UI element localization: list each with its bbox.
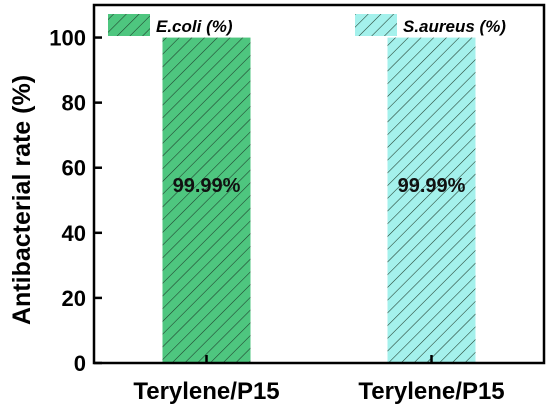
legend-label: E.coli (%)	[156, 17, 233, 36]
legend-item-0: E.coli (%)	[108, 14, 233, 36]
plot-frame	[92, 3, 546, 365]
y-axis-ticks: 0 20 40 60 80 100	[49, 26, 102, 376]
bars	[162, 37, 476, 363]
y-tick-label-100: 100	[49, 26, 86, 51]
bar-hatch	[162, 37, 251, 363]
legend-label: S.aureus (%)	[403, 17, 506, 36]
legend-swatch-hatch	[108, 14, 150, 36]
x-axis-categories: Terylene/P15 Terylene/P15	[133, 355, 505, 405]
x-category-label-1: Terylene/P15	[358, 378, 504, 405]
bar-1-1	[387, 37, 476, 363]
y-tick-label-40: 40	[62, 221, 86, 246]
data-label-1: 99.99%	[398, 175, 466, 197]
data-labels: 99.99% 99.99%	[173, 175, 466, 197]
x-category-label-0: Terylene/P15	[133, 378, 279, 405]
legend-item-1: S.aureus (%)	[355, 14, 506, 36]
bar-hatch	[387, 37, 476, 363]
y-axis-label: Antibacterial rate (%)	[8, 75, 36, 325]
y-tick-label-0: 0	[74, 351, 86, 376]
y-tick-label-60: 60	[62, 156, 86, 181]
bar-0-0	[162, 37, 251, 363]
y-tick-label-80: 80	[62, 91, 86, 116]
data-label-0: 99.99%	[173, 175, 241, 197]
legend-swatch-hatch	[355, 14, 397, 36]
legend: E.coli (%) S.aureus (%)	[108, 14, 506, 36]
y-tick-label-20: 20	[62, 286, 86, 311]
